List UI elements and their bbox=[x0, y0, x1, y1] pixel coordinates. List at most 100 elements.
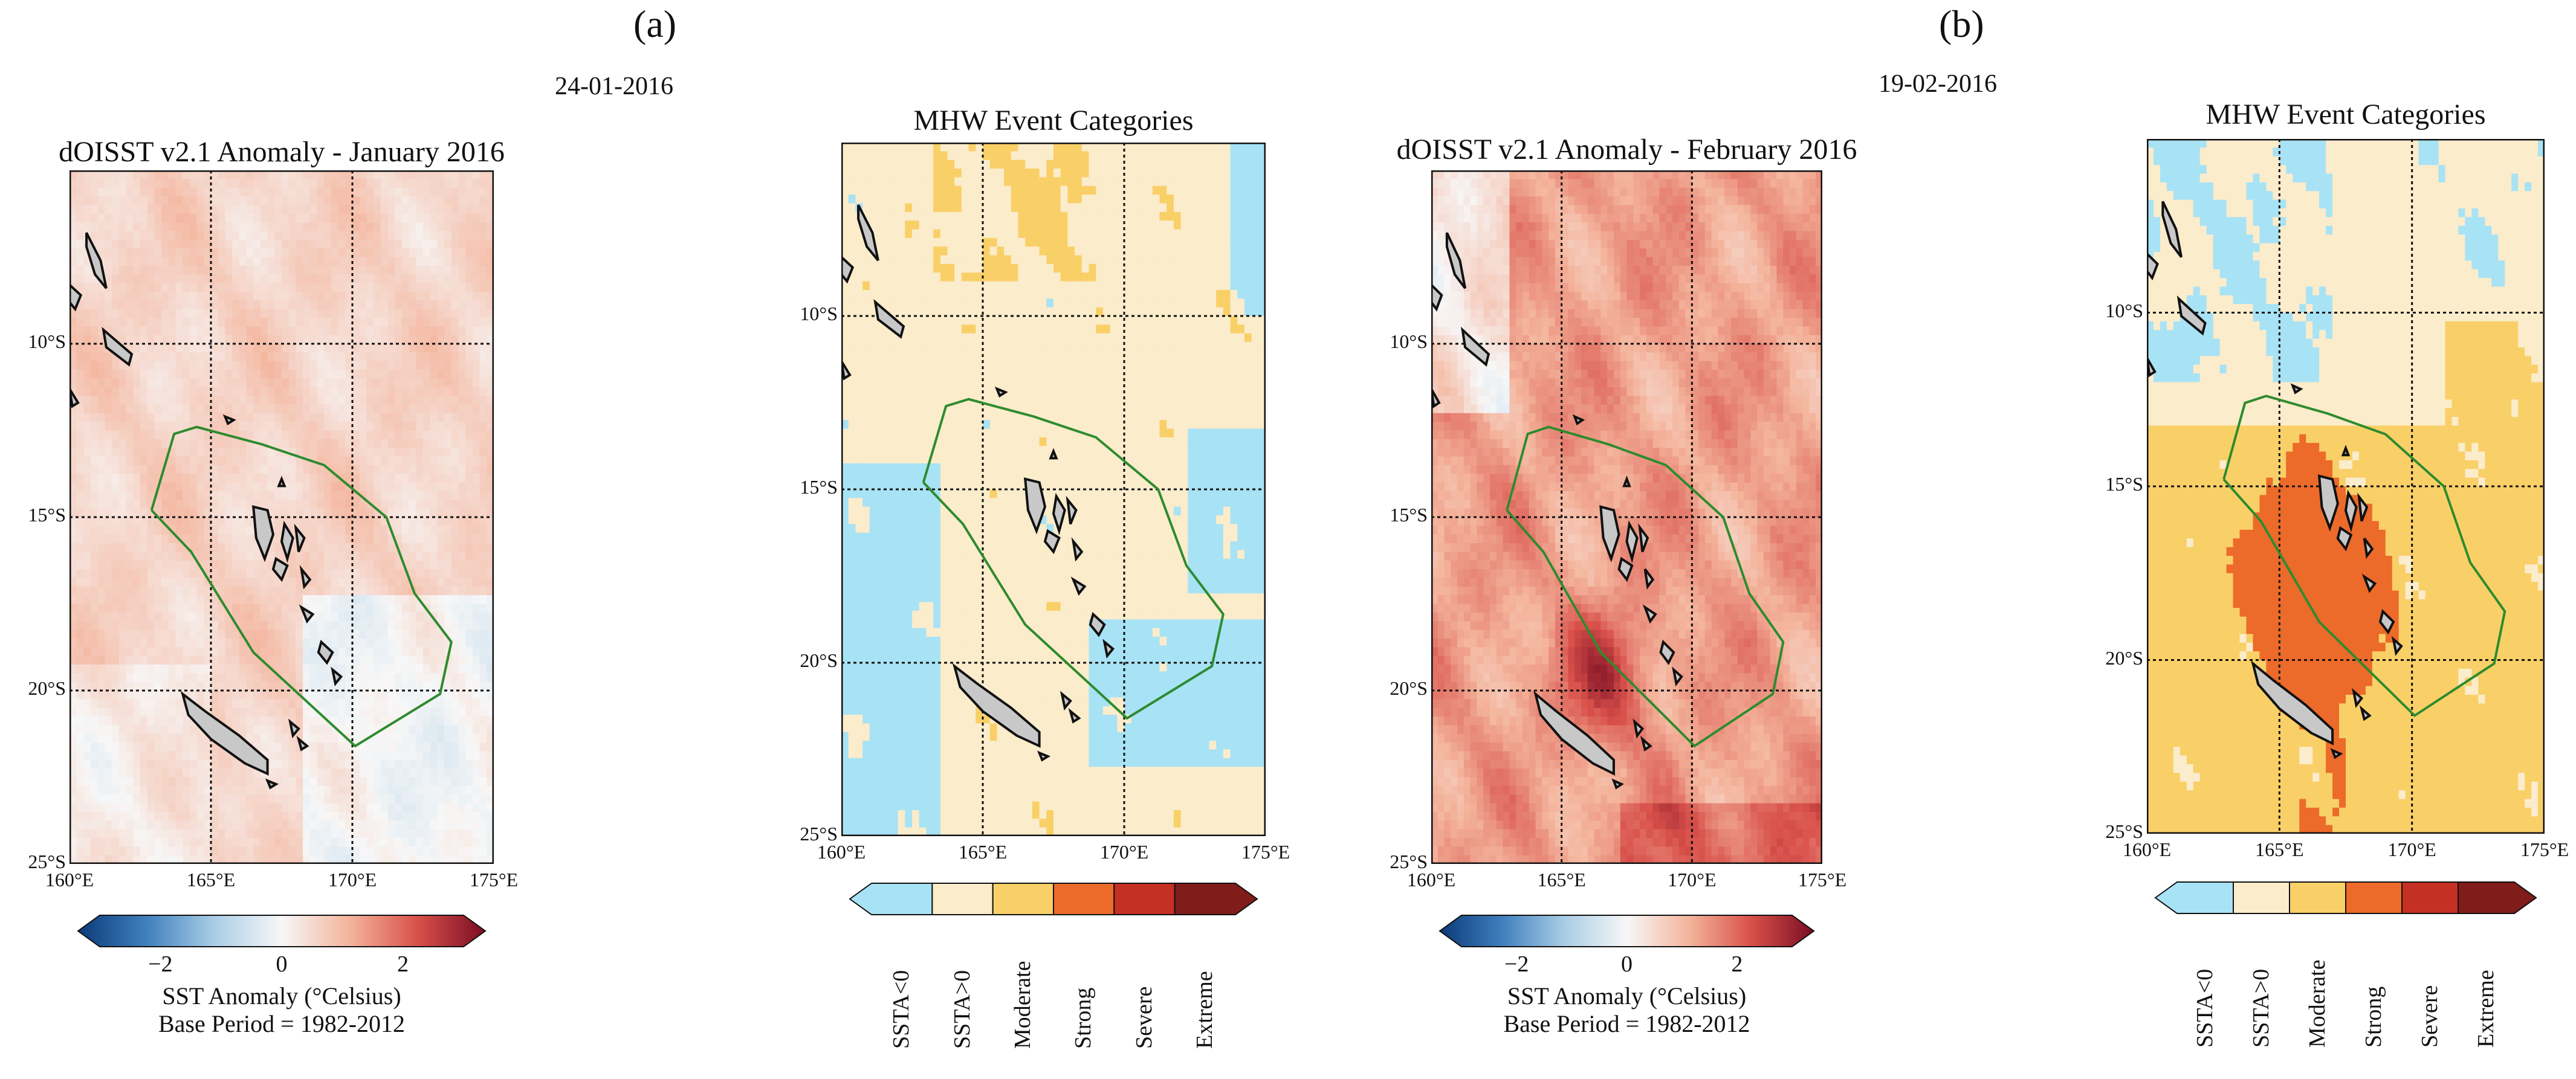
island-landmass bbox=[331, 666, 343, 687]
panel-b-letter: (b) bbox=[1939, 2, 1984, 45]
panel-a-date: 24-01-2016 bbox=[555, 72, 673, 100]
island-landmass bbox=[2361, 573, 2377, 593]
island-landmass bbox=[1599, 505, 1620, 562]
island-landmass bbox=[2176, 295, 2207, 336]
island-landmass bbox=[1071, 537, 1084, 562]
island-landmass bbox=[299, 604, 315, 624]
lat-tick-label: 25°S bbox=[28, 851, 66, 872]
island-landmass bbox=[265, 778, 279, 790]
island-landmass bbox=[952, 663, 1041, 748]
category-swatch bbox=[849, 883, 933, 915]
colorbar-tick-label: 0 bbox=[276, 952, 288, 977]
colorbar-base-period: Base Period = 1982-2012 bbox=[1503, 1010, 1750, 1037]
island-landmass bbox=[2391, 636, 2403, 656]
category-label: Strong bbox=[1070, 987, 1096, 1049]
lon-tick-label: 160°E bbox=[817, 841, 866, 863]
island-landmass bbox=[994, 386, 1008, 398]
island-landmass bbox=[2336, 526, 2353, 552]
colorbar-b-anomaly bbox=[1438, 915, 1815, 947]
lon-tick-label: 160°E bbox=[1406, 869, 1456, 891]
category-swatch bbox=[2458, 881, 2537, 914]
eez-boundary bbox=[922, 398, 1225, 720]
data-field bbox=[2147, 139, 2545, 834]
map-frame bbox=[1431, 170, 1822, 864]
island-landmass bbox=[70, 283, 83, 312]
category-label: SSTA<0 bbox=[888, 970, 914, 1049]
panel-b-date: 19-02-2016 bbox=[1879, 70, 1997, 98]
lon-tick-label: 170°E bbox=[328, 869, 377, 891]
colorbar-tick-label: 2 bbox=[397, 952, 409, 977]
map-a-categories bbox=[841, 143, 1266, 836]
category-swatch bbox=[2345, 881, 2403, 914]
island-landmass bbox=[1052, 492, 1066, 535]
category-label: SSTA<0 bbox=[2192, 968, 2218, 1048]
island-landmass bbox=[277, 475, 286, 488]
map-a-anomaly bbox=[70, 170, 494, 864]
category-swatch bbox=[1053, 883, 1115, 915]
island-landmass bbox=[2344, 489, 2358, 533]
lat-tick-label: 20°S bbox=[2105, 646, 2143, 669]
island-landmass bbox=[2330, 748, 2343, 759]
island-landmass bbox=[1633, 718, 1645, 739]
island-landmass bbox=[841, 255, 855, 284]
lat-tick-label: 25°S bbox=[1390, 851, 1428, 872]
category-label: Moderate bbox=[2304, 959, 2330, 1048]
colorbar-tick-label: −2 bbox=[148, 952, 173, 977]
map-frame bbox=[2147, 139, 2545, 834]
lat-tick-label: 15°S bbox=[28, 504, 66, 526]
anomaly-colorbar-gradient bbox=[1438, 915, 1815, 947]
category-label: Severe bbox=[2416, 985, 2442, 1048]
island-landmass bbox=[2357, 492, 2369, 522]
eez-boundary bbox=[1506, 425, 1785, 748]
lon-tick-label: 165°E bbox=[1537, 869, 1586, 891]
island-landmass bbox=[1066, 495, 1078, 525]
category-swatch bbox=[1174, 883, 1258, 915]
island-landmass bbox=[1089, 611, 1106, 637]
island-landmass bbox=[1572, 414, 1585, 426]
island-landmass bbox=[2378, 609, 2395, 635]
island-landmass bbox=[2251, 660, 2334, 746]
colorbar-base-period: Base Period = 1982-2012 bbox=[158, 1010, 406, 1037]
map-title-a-categories: MHW Event Categories bbox=[913, 105, 1194, 137]
lat-tick-label: 15°S bbox=[2105, 473, 2143, 495]
lat-tick-label: 10°S bbox=[1390, 330, 1428, 352]
island-landmass bbox=[1037, 750, 1051, 762]
map-frame bbox=[70, 170, 494, 864]
lat-tick-label: 15°S bbox=[800, 476, 838, 498]
island-landmass bbox=[1102, 639, 1115, 659]
eez-boundary bbox=[150, 425, 453, 748]
anomaly-colorbar-gradient bbox=[77, 915, 487, 947]
map-b-categories bbox=[2147, 139, 2545, 834]
island-landmass bbox=[180, 691, 269, 776]
island-landmass bbox=[251, 505, 275, 562]
category-swatch bbox=[2401, 881, 2459, 914]
island-landmass bbox=[1445, 232, 1467, 289]
category-swatch bbox=[2154, 881, 2234, 914]
lon-tick-label: 175°E bbox=[2520, 839, 2569, 860]
category-label: SSTA>0 bbox=[949, 970, 975, 1049]
island-landmass bbox=[299, 565, 312, 590]
island-landmass bbox=[85, 232, 108, 289]
colorbar-a-anomaly bbox=[77, 915, 487, 947]
map-b-anomaly bbox=[1431, 170, 1822, 864]
lat-tick-label: 20°S bbox=[28, 677, 66, 699]
lat-tick-label: 20°S bbox=[1390, 677, 1428, 699]
category-label: Extreme bbox=[1191, 971, 1217, 1049]
lon-tick-label: 170°E bbox=[2387, 839, 2436, 860]
lon-tick-label: 170°E bbox=[1668, 869, 1717, 891]
lat-tick-label: 15°S bbox=[1390, 504, 1428, 526]
map-title-b-categories: MHW Event Categories bbox=[2205, 98, 2486, 130]
island-landmass bbox=[857, 204, 879, 262]
category-label: Strong bbox=[2360, 986, 2386, 1048]
island-landmass bbox=[873, 298, 905, 339]
colorbar-a-categories bbox=[849, 883, 1258, 915]
lat-tick-label: 10°S bbox=[28, 330, 66, 352]
lon-tick-label: 175°E bbox=[469, 869, 519, 891]
island-landmass bbox=[1023, 477, 1047, 535]
island-landmass bbox=[1460, 326, 1490, 367]
category-label: SSTA>0 bbox=[2248, 968, 2274, 1048]
island-landmass bbox=[280, 520, 294, 563]
island-landmass bbox=[102, 326, 134, 367]
island-landmass bbox=[222, 414, 236, 425]
map-frame bbox=[841, 143, 1266, 836]
